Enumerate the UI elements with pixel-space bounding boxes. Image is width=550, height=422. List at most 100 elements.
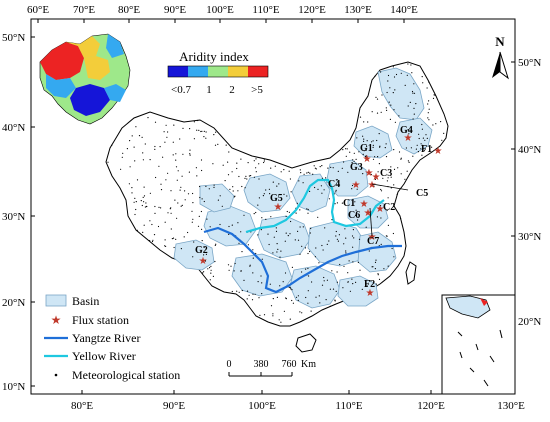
meteorological-station-dot xyxy=(135,208,137,211)
meteorological-station-dot xyxy=(411,72,413,74)
meteorological-station-dot xyxy=(387,74,390,77)
meteorological-station-dot xyxy=(126,148,128,150)
meteorological-station-dot xyxy=(270,216,272,218)
meteorological-station-dot xyxy=(386,209,388,212)
meteorological-station-dot xyxy=(184,190,186,192)
meteorological-station-dot xyxy=(203,246,205,248)
meteorological-station-dot xyxy=(135,201,137,203)
meteorological-station-dot xyxy=(229,188,231,190)
meteorological-station-dot xyxy=(205,253,207,255)
meteorological-station-dot xyxy=(188,171,190,173)
meteorological-station-dot xyxy=(365,156,367,158)
meteorological-station-dot xyxy=(273,236,275,238)
meteorological-station-dot xyxy=(278,183,280,185)
meteorological-station-dot xyxy=(366,145,368,147)
meteorological-station-dot xyxy=(201,130,203,132)
flux-station-label: C3 xyxy=(380,168,392,179)
meteorological-station-dot xyxy=(400,158,402,160)
meteorological-station-dot xyxy=(355,209,357,211)
meteorological-station-dot xyxy=(345,237,347,239)
meteorological-station-dot xyxy=(200,130,202,133)
meteorological-station-dot xyxy=(263,314,266,316)
meteorological-station-dot xyxy=(175,238,177,240)
meteorological-station-dot xyxy=(355,281,357,283)
meteorological-station-dot xyxy=(386,180,388,182)
meteorological-station-dot xyxy=(353,160,355,162)
flux-station-label: C5 xyxy=(416,188,428,199)
meteorological-station-dot xyxy=(371,184,374,186)
meteorological-station-dot xyxy=(390,166,392,168)
meteorological-station-dot xyxy=(370,173,372,176)
south-china-sea-inset xyxy=(441,294,516,395)
meteorological-station-dot xyxy=(359,269,361,271)
meteorological-station-dot xyxy=(270,167,272,169)
meteorological-station-dot xyxy=(349,151,351,153)
meteorological-station-dot xyxy=(290,220,292,223)
meteorological-station-dot xyxy=(164,141,166,143)
meteorological-station-dot xyxy=(303,173,305,175)
meteorological-station-dot xyxy=(253,176,255,178)
meteorological-station-dot xyxy=(334,300,336,302)
meteorological-station-dot xyxy=(143,195,146,197)
meteorological-station-dot xyxy=(301,312,303,314)
meteorological-station-dot xyxy=(246,178,248,180)
meteorological-station-dot xyxy=(201,169,203,172)
meteorological-station-dot xyxy=(291,299,293,302)
meteorological-station-dot xyxy=(347,171,349,173)
meteorological-station-dot xyxy=(165,124,167,126)
meteorological-station-dot xyxy=(200,159,203,161)
meteorological-station-dot xyxy=(371,111,373,113)
meteorological-station-dot xyxy=(376,98,379,100)
meteorological-station-dot xyxy=(237,222,239,224)
meteorological-station-dot xyxy=(233,196,235,198)
meteorological-station-dot xyxy=(217,143,219,145)
meteorological-station-dot xyxy=(215,243,217,245)
meteorological-station-dot xyxy=(328,198,330,200)
meteorological-station-dot xyxy=(412,155,414,157)
flux-station-star-icon: ★ xyxy=(434,146,443,157)
meteorological-station-dot xyxy=(374,261,377,263)
meteorological-station-dot xyxy=(354,201,356,203)
meteorological-station-dot xyxy=(379,205,382,207)
meteorological-station-dot xyxy=(288,170,290,172)
meteorological-station-dot xyxy=(209,267,211,269)
meteorological-station-dot xyxy=(158,165,160,167)
met-legend-dot-icon xyxy=(54,373,58,377)
meteorological-station-dot xyxy=(307,212,309,214)
meteorological-station-dot xyxy=(227,174,230,176)
meteorological-station-dot xyxy=(307,208,309,211)
taiwan-island xyxy=(405,261,417,285)
meteorological-station-dot xyxy=(432,124,434,126)
meteorological-station-dot xyxy=(378,133,380,135)
meteorological-station-dot xyxy=(375,96,377,98)
meteorological-station-dot xyxy=(142,196,144,198)
main-legend: Basin ★ Flux station Yangtze River Yello… xyxy=(44,294,180,382)
meteorological-station-dot xyxy=(276,185,278,187)
meteorological-station-dot xyxy=(274,165,276,167)
meteorological-station-dot xyxy=(164,221,166,223)
meteorological-station-dot xyxy=(181,204,183,206)
meteorological-station-dot xyxy=(255,158,257,160)
meteorological-station-dot xyxy=(321,177,323,179)
meteorological-station-dot xyxy=(389,118,391,120)
meteorological-station-dot xyxy=(377,273,379,275)
meteorological-station-dot xyxy=(416,144,418,146)
bottom-tick-label: 80°E xyxy=(71,400,93,412)
meteorological-station-dot xyxy=(170,190,172,192)
meteorological-station-dot xyxy=(151,240,154,243)
meteorological-station-dot xyxy=(149,240,151,242)
meteorological-station-dot xyxy=(258,163,260,165)
meteorological-station-dot xyxy=(390,104,392,106)
meteorological-station-dot xyxy=(141,204,143,207)
meteorological-station-dot xyxy=(393,256,395,258)
meteorological-station-dot xyxy=(413,113,415,115)
meteorological-station-dot xyxy=(380,217,382,219)
meteorological-station-dot xyxy=(143,186,145,188)
meteorological-station-dot xyxy=(351,184,354,187)
meteorological-station-dot xyxy=(315,247,317,249)
meteorological-station-dot xyxy=(160,207,162,209)
meteorological-station-dot xyxy=(189,153,191,155)
meteorological-station-dot xyxy=(289,233,291,235)
meteorological-station-dot xyxy=(240,231,242,233)
meteorological-station-dot xyxy=(244,187,246,189)
